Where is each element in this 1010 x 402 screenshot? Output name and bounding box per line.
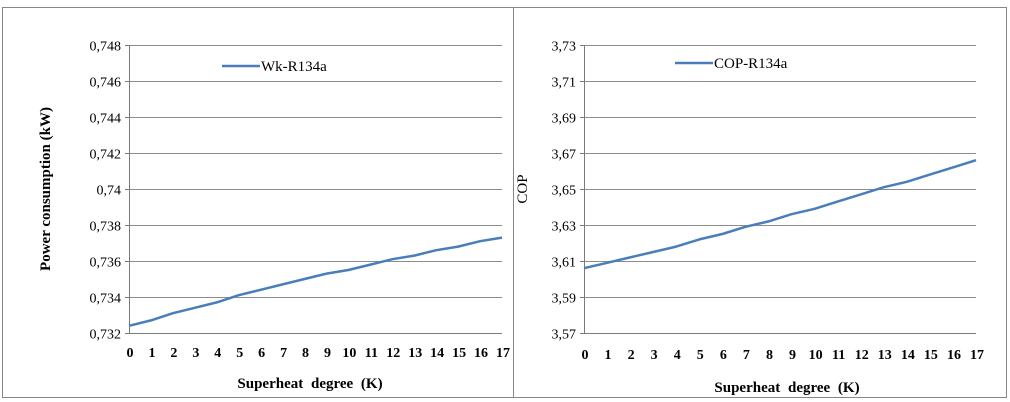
y-tick-label: 0,734 (90, 292, 122, 307)
x-tick-label: 11 (365, 346, 378, 361)
x-tick-label: 17 (970, 348, 984, 363)
y-tick-label: 0,732 (90, 328, 122, 343)
y-tick-label: 3,69 (552, 112, 577, 127)
legend: COP-R134a (675, 56, 788, 72)
x-tick-label: 16 (947, 348, 961, 363)
x-tick-label: 5 (697, 348, 704, 363)
y-tick-label: 3,73 (552, 40, 577, 55)
y-tick-label: 0,742 (90, 148, 122, 163)
y-tick-label: 3,61 (552, 256, 577, 271)
axes (125, 45, 502, 334)
x-tick-label: 1 (148, 346, 155, 361)
x-tick-label: 3 (192, 346, 199, 361)
y-tick-label: 3,59 (552, 292, 577, 307)
y-tick-label: 0,746 (90, 76, 122, 91)
x-tick-label: 13 (878, 348, 892, 363)
grid-lines (129, 45, 502, 334)
y-tick-label: 3,71 (552, 76, 577, 91)
y-tick-label: 0,738 (90, 220, 122, 235)
grid-lines (584, 45, 976, 334)
series-lines (128, 236, 503, 328)
x-tick-label: 17 (496, 346, 510, 361)
y-axis-label: COP (515, 174, 531, 203)
axes (580, 45, 976, 334)
x-tick-label: 4 (214, 346, 221, 361)
y-tick-label: 0,748 (90, 40, 122, 55)
x-tick-label: 13 (408, 346, 422, 361)
power-consumption-chart: 0,732 0,734 0,736 0,738 0,74 0,742 0,744 0,746 0… (38, 40, 510, 393)
y-tick-label: 3,65 (552, 184, 577, 199)
x-tick-label: 7 (743, 348, 750, 363)
series-line (128, 236, 503, 328)
x-axis-label: Superheat degree (K) (714, 380, 859, 396)
y-tick-label: 3,67 (552, 148, 577, 163)
x-tick-label: 4 (674, 348, 681, 363)
y-tick-label: 0,736 (90, 256, 122, 271)
y-tick-label: 0,74 (97, 184, 122, 199)
legend-label: COP-R134a (714, 56, 788, 72)
outer-frame (2, 7, 1007, 398)
x-axis-label: Superheat degree (K) (237, 376, 382, 392)
legend-label: Wk-R134a (261, 59, 327, 75)
x-tick-label: 6 (720, 348, 727, 363)
y-tick-label: 0,744 (90, 112, 122, 127)
x-tick-label: 15 (924, 348, 938, 363)
y-tick-labels: 3,57 3,59 3,61 3,63 3,65 3,67 3,69 3,71 3,73 (552, 40, 577, 343)
figure-frames (2, 7, 1007, 398)
x-tick-label: 0 (127, 346, 134, 361)
x-tick-label: 8 (766, 348, 773, 363)
x-tick-label: 10 (809, 348, 823, 363)
y-tick-label: 3,57 (552, 328, 577, 343)
x-tick-label: 14 (901, 348, 915, 363)
x-tick-label: 14 (430, 346, 444, 361)
y-tick-label: 3,63 (552, 220, 577, 235)
y-tick-labels: 0,732 0,734 0,736 0,738 0,74 0,742 0,744 0,746 0… (90, 40, 122, 343)
x-tick-label: 9 (789, 348, 796, 363)
x-tick-label: 15 (452, 346, 466, 361)
x-tick-label: 12 (386, 346, 400, 361)
x-tick-label: 2 (628, 348, 635, 363)
x-tick-label: 8 (302, 346, 309, 361)
x-tick-label: 11 (832, 348, 845, 363)
legend: Wk-R134a (222, 59, 327, 75)
x-tick-label: 9 (324, 346, 331, 361)
x-tick-label: 1 (605, 348, 612, 363)
x-tick-label: 6 (258, 346, 265, 361)
x-tick-label: 3 (651, 348, 658, 363)
x-tick-labels: 0 1 2 3 4 5 6 7 8 9 10 11 12 13 14 15 16 17 (582, 348, 985, 363)
x-tick-label: 7 (280, 346, 287, 361)
x-tick-label: 12 (855, 348, 869, 363)
x-tick-label: 10 (342, 346, 356, 361)
x-tick-label: 0 (582, 348, 589, 363)
x-tick-label: 5 (236, 346, 243, 361)
series-line (583, 159, 977, 270)
x-tick-label: 2 (170, 346, 177, 361)
series-lines (583, 159, 977, 270)
y-axis-label: Power consumption (kW) (38, 107, 54, 271)
x-tick-label: 16 (474, 346, 488, 361)
x-tick-labels: 0 1 2 3 4 5 6 7 8 9 10 11 12 13 14 15 16 17 (127, 346, 511, 361)
